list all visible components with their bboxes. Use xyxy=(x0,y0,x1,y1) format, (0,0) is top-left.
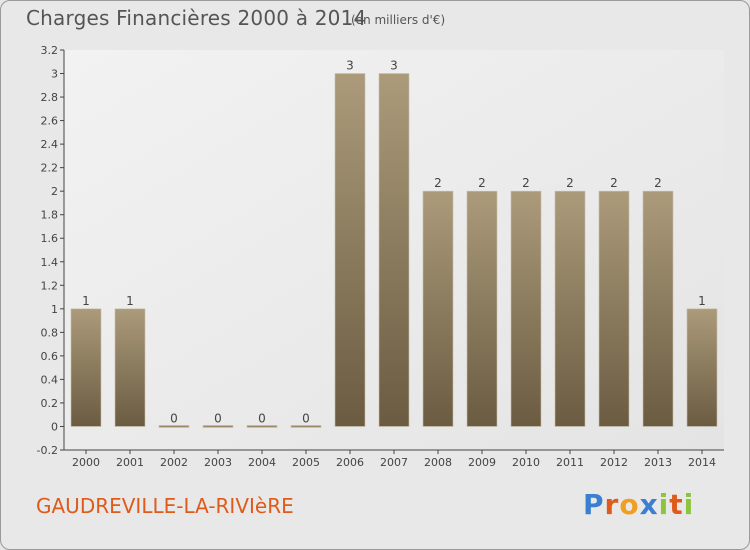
logo-letter: r xyxy=(604,488,620,521)
x-tick-label: 2003 xyxy=(204,456,232,469)
bar[interactable] xyxy=(510,190,542,427)
y-tick-label: 2.6 xyxy=(41,115,59,128)
bar[interactable] xyxy=(114,308,146,427)
logo-letter: x xyxy=(639,488,659,521)
chart-title: Charges Financières 2000 à 2014 xyxy=(26,6,367,30)
data-label: 2 xyxy=(434,176,442,190)
logo-letter: t xyxy=(669,488,684,521)
y-tick-label: 0.8 xyxy=(41,326,59,339)
y-tick-label: 0.4 xyxy=(41,373,59,386)
y-tick-label: 1 xyxy=(51,303,58,316)
chart-subtitle: (en milliers d'€) xyxy=(351,13,446,27)
bar[interactable] xyxy=(334,73,366,427)
y-tick-label: 0.6 xyxy=(41,350,59,363)
x-tick-label: 2005 xyxy=(292,456,320,469)
bar[interactable] xyxy=(598,190,630,427)
data-label: 3 xyxy=(390,59,398,73)
data-label: 3 xyxy=(346,59,354,73)
data-label: 0 xyxy=(302,411,310,425)
y-tick-label: 2.8 xyxy=(41,91,59,104)
y-tick-label: 2.4 xyxy=(41,138,59,151)
data-label: 1 xyxy=(82,294,90,308)
y-tick-label: 3.2 xyxy=(41,44,59,57)
data-label: 2 xyxy=(654,176,662,190)
x-tick-label: 2008 xyxy=(424,456,452,469)
x-tick-label: 2009 xyxy=(468,456,496,469)
x-tick-label: 2007 xyxy=(380,456,408,469)
logo-letter: P xyxy=(583,488,605,521)
bar[interactable] xyxy=(466,190,498,427)
bar[interactable] xyxy=(290,425,322,428)
y-tick-label: 1.4 xyxy=(41,256,59,269)
data-label: 0 xyxy=(214,411,222,425)
data-label: 2 xyxy=(610,176,618,190)
y-tick-label: 2 xyxy=(51,185,58,198)
data-label: 1 xyxy=(126,294,134,308)
x-tick-label: 2013 xyxy=(644,456,672,469)
data-label: 0 xyxy=(258,411,266,425)
bar[interactable] xyxy=(70,308,102,427)
logo-letter: i xyxy=(658,488,670,521)
x-tick-label: 2006 xyxy=(336,456,364,469)
x-tick-label: 2011 xyxy=(556,456,584,469)
y-tick-label: 1.2 xyxy=(41,279,59,292)
data-label: 0 xyxy=(170,411,178,425)
data-label: 2 xyxy=(566,176,574,190)
x-tick-label: 2004 xyxy=(248,456,276,469)
x-tick-label: 2012 xyxy=(600,456,628,469)
y-tick-label: -0.2 xyxy=(37,444,58,457)
x-tick-label: 2000 xyxy=(72,456,100,469)
bar[interactable] xyxy=(246,425,278,428)
bar[interactable] xyxy=(686,308,718,427)
bar[interactable] xyxy=(158,425,190,428)
x-tick-label: 2010 xyxy=(512,456,540,469)
x-tick-label: 2014 xyxy=(688,456,716,469)
y-tick-label: 1.6 xyxy=(41,232,59,245)
y-tick-label: 0 xyxy=(51,420,58,433)
y-tick-label: 1.8 xyxy=(41,209,59,222)
bar[interactable] xyxy=(642,190,674,427)
x-tick-label: 2001 xyxy=(116,456,144,469)
y-tick-label: 3 xyxy=(51,68,58,81)
bar[interactable] xyxy=(378,73,410,427)
y-tick-label: 0.2 xyxy=(41,397,59,410)
data-label: 1 xyxy=(698,294,706,308)
bar[interactable] xyxy=(202,425,234,428)
data-label: 2 xyxy=(478,176,486,190)
y-tick-label: 2.2 xyxy=(41,162,59,175)
bar[interactable] xyxy=(554,190,586,427)
bar[interactable] xyxy=(422,190,454,427)
proxiti-logo[interactable]: Proxiti xyxy=(583,488,694,521)
commune-name: GAUDREVILLE-LA-RIVIèRE xyxy=(36,494,294,518)
logo-letter: i xyxy=(683,488,695,521)
data-label: 2 xyxy=(522,176,530,190)
x-tick-label: 2002 xyxy=(160,456,188,469)
logo-letter: o xyxy=(619,488,640,521)
